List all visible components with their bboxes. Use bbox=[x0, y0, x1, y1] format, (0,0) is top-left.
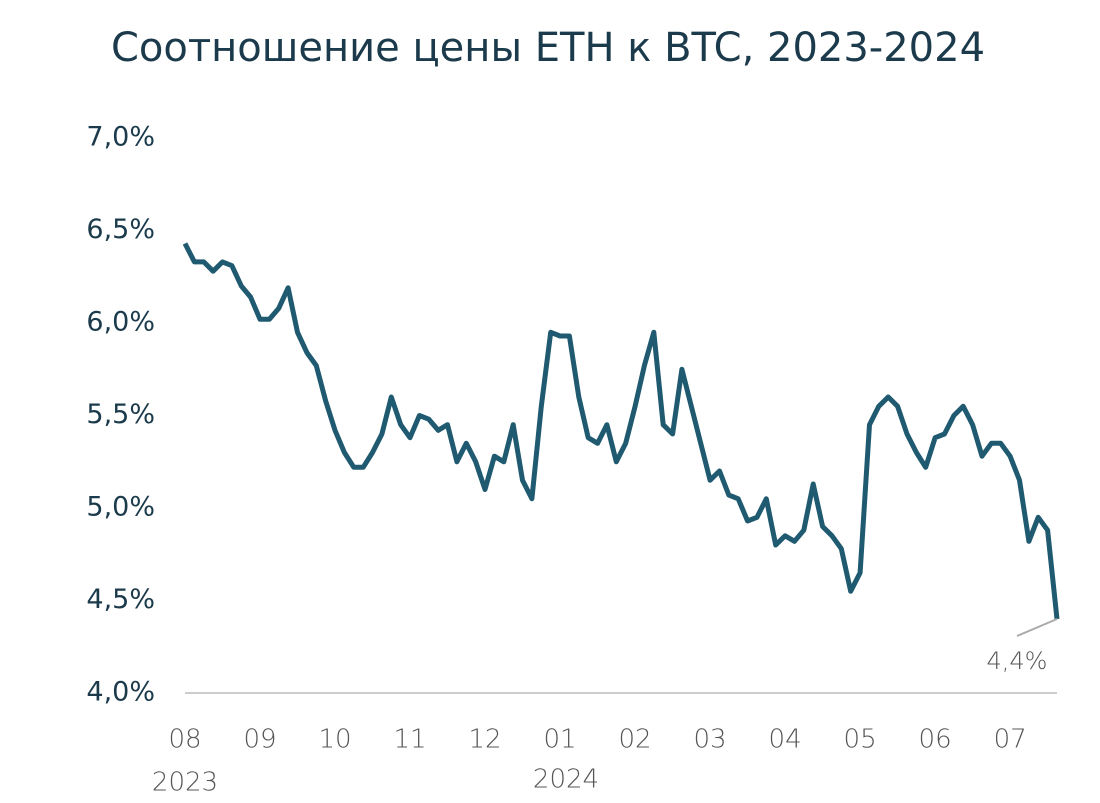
y-tick-label: 6,0% bbox=[86, 307, 155, 338]
x-tick-label: 12 bbox=[468, 725, 501, 755]
y-tick-label: 5,0% bbox=[86, 492, 155, 523]
data-line bbox=[182, 242, 1060, 620]
y-tick-label: 7,0% bbox=[86, 122, 155, 153]
x-tick-label: 05 bbox=[844, 725, 877, 755]
label-leader bbox=[1016, 618, 1058, 637]
x-tick-label: 06 bbox=[919, 725, 952, 755]
x-tick-label: 11 bbox=[393, 725, 426, 755]
x-tick-label: 03 bbox=[694, 725, 727, 755]
x-tick-label: 07 bbox=[994, 725, 1027, 755]
y-tick-label: 6,5% bbox=[86, 214, 155, 245]
value-label: 4,4% bbox=[987, 647, 1048, 675]
y-tick-label: 5,5% bbox=[86, 399, 155, 430]
y-tick-label: 4,5% bbox=[86, 584, 155, 615]
year-label: 2024 bbox=[533, 765, 599, 795]
x-tick-label: 02 bbox=[619, 725, 652, 755]
x-tick-label: 10 bbox=[318, 725, 351, 755]
chart-title: Соотношение цены ETH к BTC, 2023-2024 bbox=[111, 25, 985, 71]
x-tick-label: 08 bbox=[168, 725, 201, 755]
x-tick-label: 09 bbox=[243, 725, 276, 755]
y-tick-label: 4,0% bbox=[86, 677, 155, 708]
year-label: 2023 bbox=[152, 768, 218, 798]
x-tick-label: 01 bbox=[544, 725, 577, 755]
x-tick-label: 04 bbox=[769, 725, 802, 755]
